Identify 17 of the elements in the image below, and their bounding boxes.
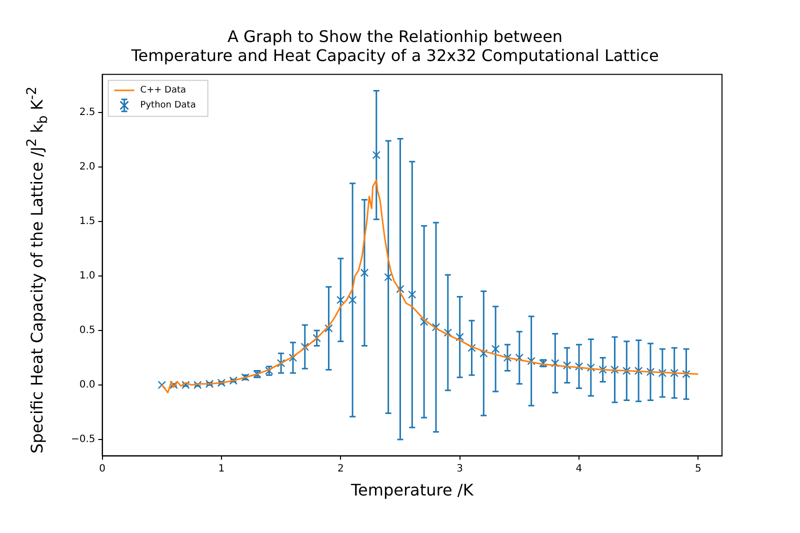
- legend-label: C++ Data: [140, 86, 186, 96]
- y-tick-label: 0.0: [79, 380, 96, 391]
- y-tick-label: −0.5: [70, 434, 96, 446]
- y-tick-label: 2.0: [79, 162, 96, 173]
- y-tick-label: 0.5: [79, 325, 96, 336]
- x-tick-label: 4: [576, 463, 582, 474]
- x-tick-label: 1: [218, 463, 225, 474]
- chart-title: A Graph to Show the Relationhip between Temperature and Heat Capacity of a 32x32 Computational Lattice: [130, 26, 659, 65]
- y-tick-label: 1.5: [79, 216, 96, 228]
- y-tick-label: 2.5: [79, 107, 96, 118]
- x-axis-title: Temperature /K: [350, 480, 474, 500]
- x-tick-label: 3: [456, 463, 463, 474]
- legend-label: Python Data: [140, 100, 196, 111]
- x-tick-label: 2: [337, 463, 344, 474]
- x-tick-label: 0: [99, 463, 106, 474]
- x-tick-label: 5: [694, 463, 702, 474]
- y-tick-label: 1.0: [79, 270, 96, 282]
